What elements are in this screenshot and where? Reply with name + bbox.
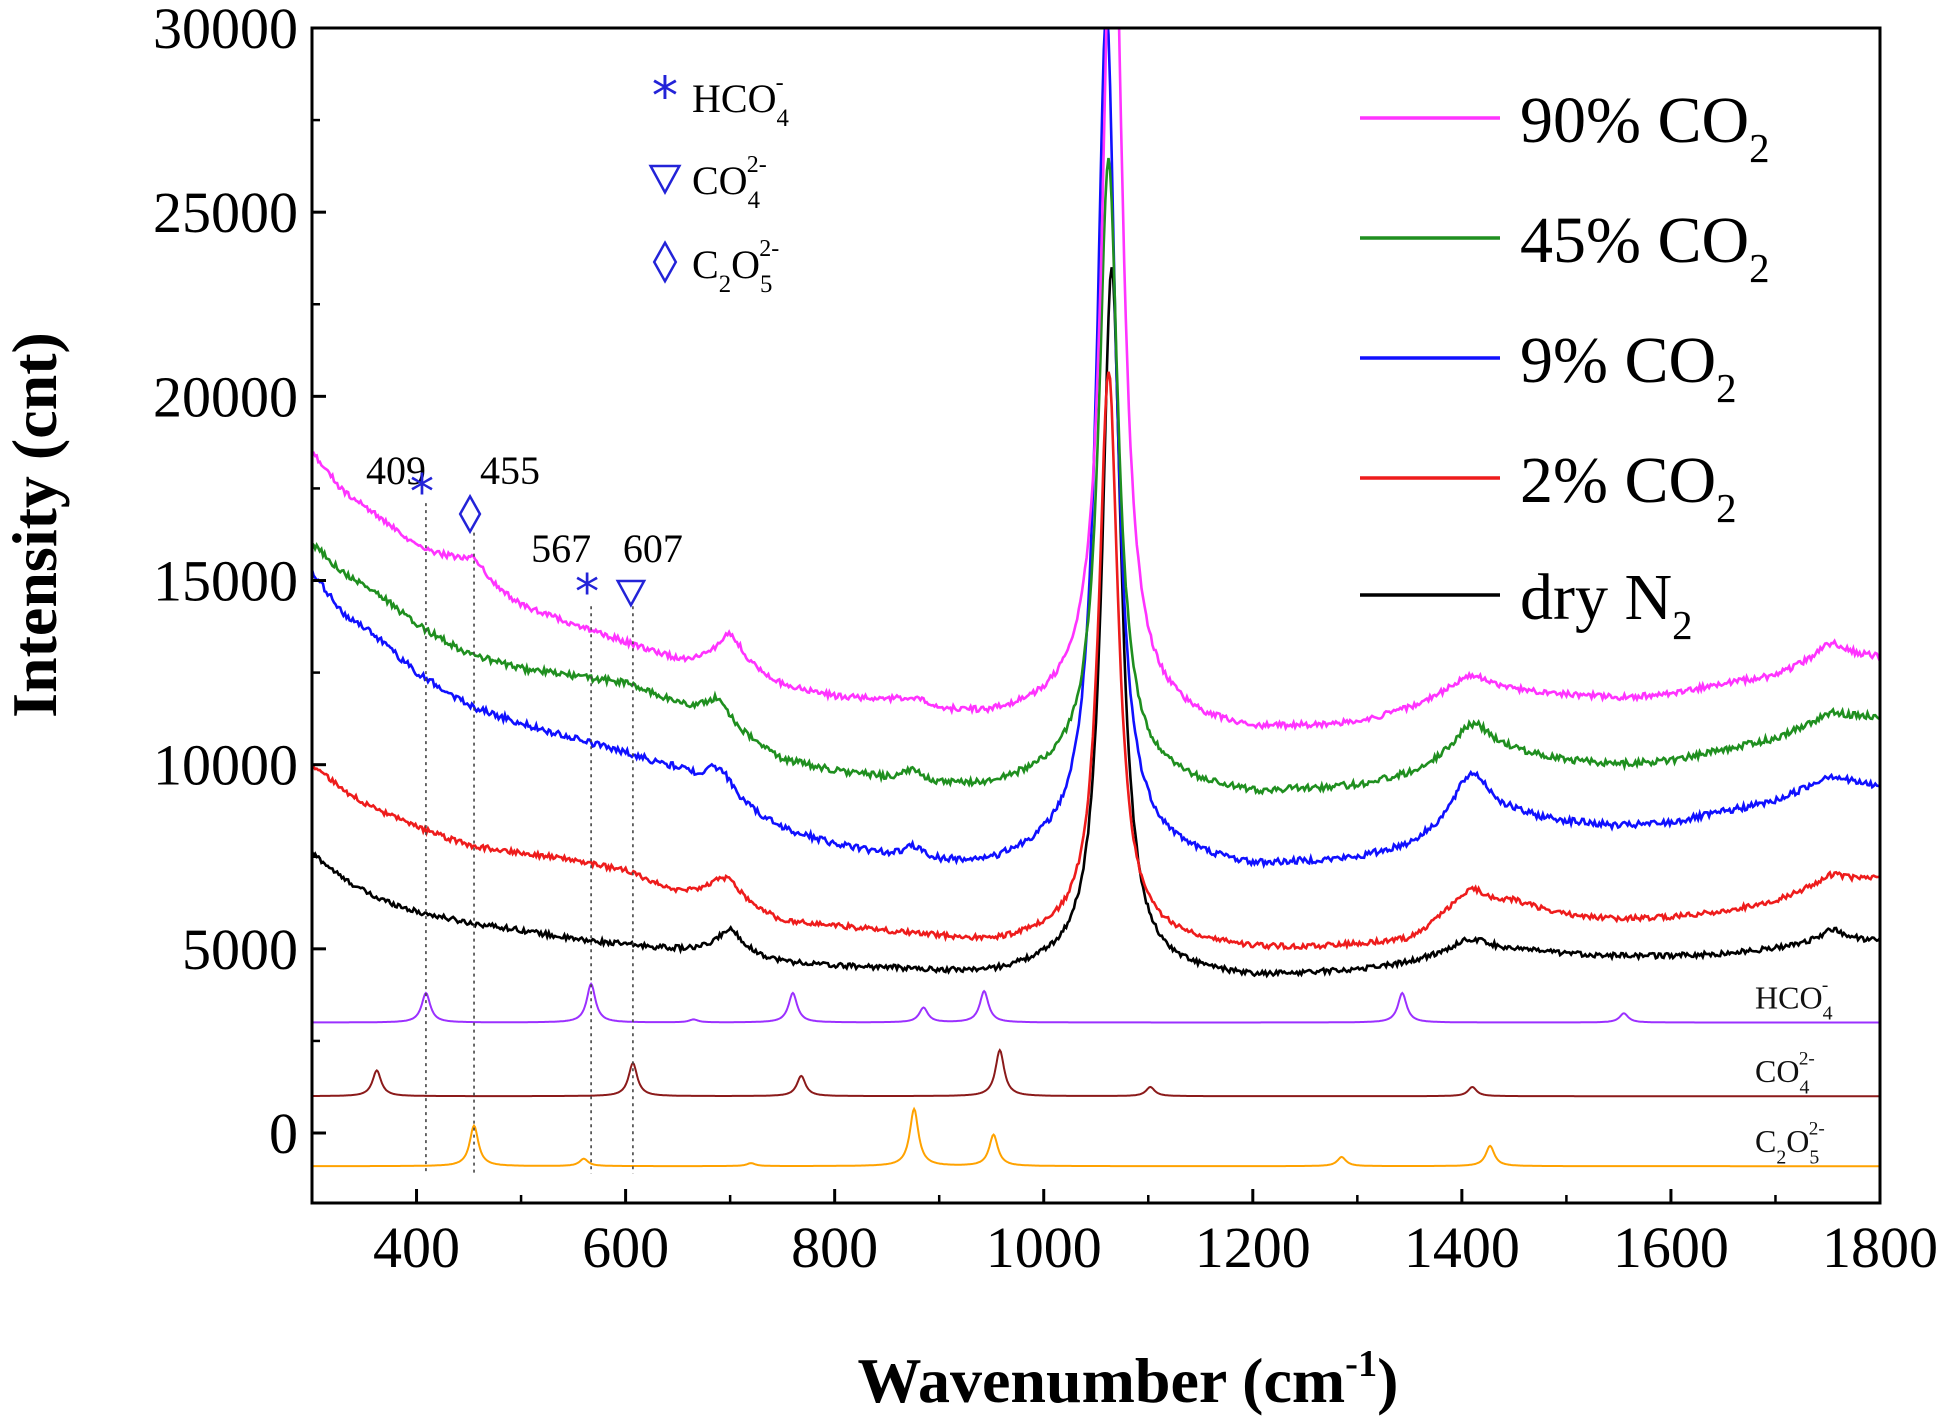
marker-legend-label-1-sub: 4 xyxy=(748,187,761,214)
reference-label-0-sup: - xyxy=(1822,975,1828,996)
reference-label-2-mid: O xyxy=(1786,1123,1809,1159)
marker-legend-label-0-sub: 4 xyxy=(776,105,789,132)
peak-label-567: 567 xyxy=(531,526,591,571)
legend-label-text-2: 9% CO xyxy=(1520,324,1716,397)
series-line-0 xyxy=(312,267,1880,979)
y-tick-label-4: 20000 xyxy=(153,364,298,429)
legend-label-4: dry N2 xyxy=(1520,561,1693,648)
reference-label-1-sub: 4 xyxy=(1799,1076,1809,1098)
marker-legend-label-2-sub-a: 2 xyxy=(719,271,731,298)
measured-spectra xyxy=(312,28,1880,979)
y-tick-label-3: 15000 xyxy=(153,549,298,614)
peak-label-607: 607 xyxy=(623,526,683,571)
marker-legend-symbol-2 xyxy=(652,240,678,284)
y-tick-label-5: 25000 xyxy=(153,180,298,245)
marker-legend-label-1: CO4 2- xyxy=(692,152,767,214)
legend-label-text-3: 2% CO xyxy=(1520,444,1716,517)
reference-label-1: CO4 2- xyxy=(1755,1049,1815,1099)
x-tick-label-3: 1000 xyxy=(986,1215,1102,1280)
reference-label-2-sub-a: 2 xyxy=(1776,1146,1786,1168)
reference-line-2 xyxy=(312,1106,1880,1168)
reference-line-1 xyxy=(312,1048,1880,1098)
peak-marker-607 xyxy=(615,579,647,608)
x-tick-label-2: 800 xyxy=(791,1215,878,1280)
peak-marker-409: * xyxy=(410,465,434,521)
x-tick-label-6: 1600 xyxy=(1613,1215,1729,1280)
x-tick-label-4: 1200 xyxy=(1195,1215,1311,1280)
x-axis-title-tail: ) xyxy=(1377,1345,1398,1416)
reference-spectra: HCO4-CO42-C2O52- xyxy=(312,975,1880,1168)
reference-label-2-sub: 5 xyxy=(1809,1146,1819,1168)
reference-label-0-sub: 4 xyxy=(1823,1003,1833,1025)
marker-legend-label-2-sup: 2- xyxy=(759,236,779,262)
x-axis-title: Wavenumber (cm-1) xyxy=(858,1343,1399,1416)
marker-legend-label-0: HCO4 - xyxy=(692,70,789,132)
peak-marker-567: * xyxy=(575,565,599,621)
legend-label-sub-0: 2 xyxy=(1749,126,1769,171)
reference-label-0-text: HCO xyxy=(1755,980,1823,1016)
plot-frame xyxy=(310,26,1882,1205)
peak-marker-455 xyxy=(458,493,482,535)
reference-label-1-sup: 2- xyxy=(1799,1049,1815,1070)
y-axis-title: Intensity (cnt) xyxy=(0,332,70,718)
legend-label-2: 9% CO2 xyxy=(1520,324,1737,411)
x-axis-title-sup: -1 xyxy=(1345,1343,1377,1385)
marker-legend-label-2-mid: O xyxy=(731,242,760,287)
peak-label-409: 409 xyxy=(366,448,426,493)
x-axis-title-main: Wavenumber (cm xyxy=(858,1345,1346,1416)
marker-legend: * HCO4-CO42-C2O52- xyxy=(648,66,789,298)
reference-label-0: HCO4 - xyxy=(1755,975,1833,1025)
peak-guide-lines xyxy=(425,503,634,1174)
reference-label-1-text: CO xyxy=(1755,1053,1799,1089)
series-line-1 xyxy=(312,371,1880,951)
legend-label-sub-4: 2 xyxy=(1672,603,1692,648)
y-tick-label-1: 5000 xyxy=(182,917,298,982)
marker-legend-label-2: C2O5 2- xyxy=(692,236,779,298)
marker-legend-label-1-sup: 2- xyxy=(747,152,767,178)
legend-label-0: 90% CO2 xyxy=(1520,84,1770,171)
y-tick-label-6: 30000 xyxy=(153,0,298,61)
y-tick-label-2: 10000 xyxy=(153,733,298,798)
axes: 400 600 800 1000 1200 1400 1600 1800 0 5000 10000 1… xyxy=(153,0,1938,1280)
x-tick-label-0: 400 xyxy=(373,1215,460,1280)
x-tick-label-1: 600 xyxy=(582,1215,669,1280)
x-tick-label-7: 1800 xyxy=(1822,1215,1938,1280)
legend-label-1: 45% CO2 xyxy=(1520,204,1770,291)
y-tick-label-0: 0 xyxy=(269,1101,298,1166)
marker-legend-symbol-1 xyxy=(648,164,682,196)
reference-label-2: C2O5 2- xyxy=(1755,1119,1825,1169)
marker-legend-symbol-0: * xyxy=(652,66,678,127)
legend-label-text-4: dry N xyxy=(1520,561,1672,634)
reference-label-2-sup: 2- xyxy=(1809,1119,1825,1140)
marker-legend-label-0-sup: - xyxy=(776,70,784,96)
reference-label-2-text: C xyxy=(1755,1123,1776,1159)
series-line-3 xyxy=(312,157,1880,796)
marker-legend-label-2-sub: 5 xyxy=(760,271,772,298)
x-tick-label-5: 1400 xyxy=(1404,1215,1520,1280)
series-line-4 xyxy=(312,28,1880,732)
legend-label-3: 2% CO2 xyxy=(1520,444,1737,531)
reference-line-0 xyxy=(312,981,1880,1024)
marker-legend-label-1-text: CO xyxy=(692,158,748,203)
legend-label-sub-1: 2 xyxy=(1749,246,1769,291)
marker-legend-label-2-text: C xyxy=(692,242,719,287)
legend-label-text-1: 45% CO xyxy=(1520,204,1749,277)
peak-label-455: 455 xyxy=(480,448,540,493)
legend-label-text-0: 90% CO xyxy=(1520,84,1749,157)
legend-label-sub-3: 2 xyxy=(1716,486,1736,531)
marker-legend-label-0-text: HCO xyxy=(692,76,776,121)
legend-label-sub-2: 2 xyxy=(1716,366,1736,411)
